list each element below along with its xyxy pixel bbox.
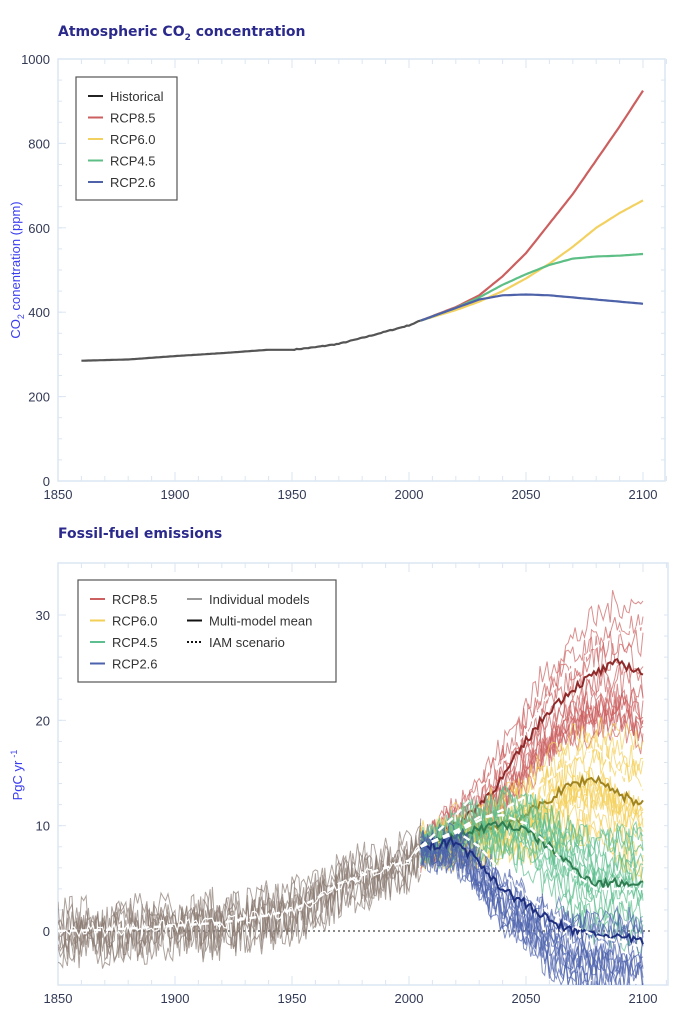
series-line-historical bbox=[81, 319, 421, 362]
individual-model-line bbox=[420, 833, 644, 978]
individual-model-line bbox=[58, 822, 422, 960]
legend-label: RCP6.0 bbox=[110, 132, 156, 147]
x-tick-label: 1950 bbox=[278, 991, 307, 1006]
y-tick-label: 600 bbox=[28, 221, 50, 236]
x-tick-label: 2000 bbox=[395, 487, 424, 502]
legend-label: RCP8.5 bbox=[112, 592, 158, 607]
y-axis-label: CO2 conentration (ppm) bbox=[8, 201, 26, 338]
x-tick-label: 2100 bbox=[629, 487, 658, 502]
series-line-rcp85 bbox=[420, 90, 644, 322]
x-tick-label: 2100 bbox=[629, 991, 658, 1006]
y-tick-label: 800 bbox=[28, 136, 50, 151]
individual-model-line bbox=[420, 838, 644, 985]
co2-chart-title: Atmospheric CO2 concentration bbox=[58, 24, 306, 43]
y-tick-label: 10 bbox=[36, 819, 50, 834]
individual-model-line bbox=[420, 809, 644, 902]
legend-label: RCP2.6 bbox=[112, 657, 158, 672]
individual-model-line bbox=[58, 825, 421, 949]
x-tick-label: 1900 bbox=[161, 991, 190, 1006]
emissions-chart-title: Fossil-fuel emissions bbox=[58, 526, 223, 542]
legend-label: RCP4.5 bbox=[112, 635, 158, 650]
iam-scenario-line bbox=[419, 624, 644, 848]
legend-label: RCP6.0 bbox=[112, 614, 158, 629]
x-tick-label: 1900 bbox=[161, 487, 190, 502]
x-tick-label: 1850 bbox=[44, 991, 73, 1006]
x-tick-label: 1950 bbox=[278, 487, 307, 502]
plot-area bbox=[58, 589, 650, 985]
iam-scenario-line bbox=[420, 813, 643, 891]
y-axis-label: PgC yr-1 bbox=[9, 750, 25, 801]
x-tick-label: 2050 bbox=[512, 991, 541, 1006]
plot-frame bbox=[57, 562, 669, 986]
y-tick-label: 400 bbox=[28, 305, 50, 320]
iam-scenario-line bbox=[420, 745, 644, 848]
multi-model-mean-line bbox=[419, 835, 644, 945]
iam-scenario-line bbox=[420, 829, 644, 948]
series-line-rcp26 bbox=[420, 293, 644, 322]
legend-label: RCP2.6 bbox=[110, 175, 156, 190]
series-line-rcp60 bbox=[420, 199, 644, 322]
legend: Historical RCP8.5 RCP6.0 RCP4.5 RCP2.6 bbox=[75, 76, 178, 201]
legend-label: RCP8.5 bbox=[110, 111, 156, 126]
y-tick-label: 30 bbox=[36, 608, 50, 623]
legend-label: IAM scenario bbox=[209, 635, 285, 650]
y-tick-label: 200 bbox=[28, 390, 50, 405]
iam-scenario-line bbox=[58, 845, 422, 933]
legend-label: RCP4.5 bbox=[110, 154, 156, 169]
legend-label: Historical bbox=[110, 89, 164, 104]
x-tick-label: 2000 bbox=[395, 991, 424, 1006]
y-tick-label: 20 bbox=[36, 713, 50, 728]
y-tick-label: 0 bbox=[43, 474, 50, 489]
y-tick-label: 0 bbox=[43, 924, 50, 939]
legend-label: Multi-model mean bbox=[209, 614, 312, 629]
legend-box bbox=[77, 579, 337, 683]
y-tick-label: 1000 bbox=[21, 52, 50, 67]
legend-label: Individual models bbox=[209, 592, 310, 607]
x-tick-label: 2050 bbox=[512, 487, 541, 502]
x-tick-label: 1850 bbox=[44, 487, 73, 502]
legend: RCP8.5 RCP6.0 RCP4.5 RCP2.6 Individual model… bbox=[77, 579, 337, 683]
